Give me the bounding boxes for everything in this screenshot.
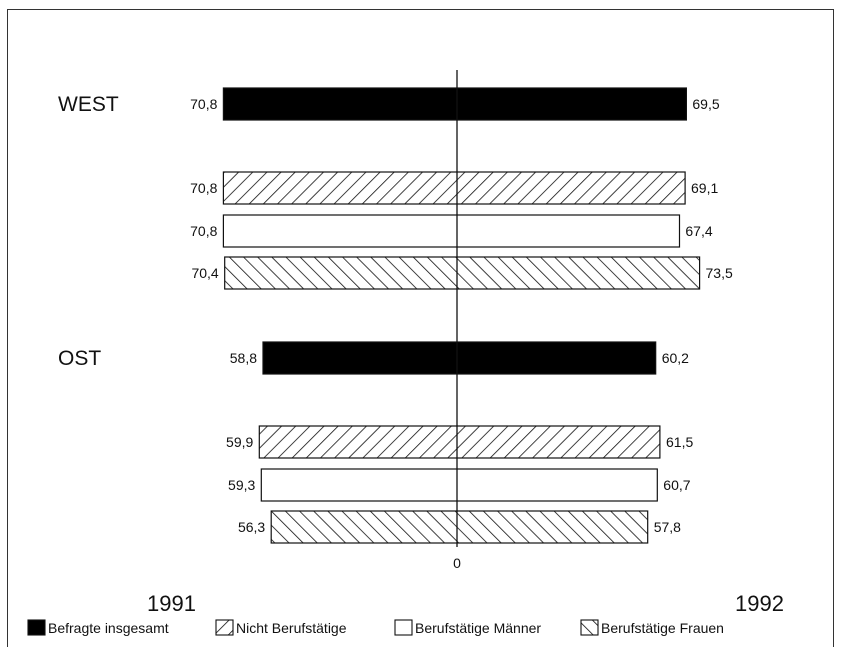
value-label-1992: 60,7 [663,477,690,493]
year-right-label: 1992 [735,591,784,616]
legend-label-1: Nicht Berufstätige [236,620,347,636]
legend-label-0: Befragte insgesamt [48,620,169,636]
legend-swatch-0 [27,619,46,636]
value-label-1992: 57,8 [654,519,681,535]
value-label-1991: 59,9 [226,434,253,450]
bar-ost-0 [262,341,657,375]
chart-frame [7,9,834,647]
value-label-1991: 70,8 [190,180,217,196]
legend-swatch-1 [215,619,234,636]
value-label-1991: 70,4 [191,265,218,281]
legend-swatch-3 [580,619,599,636]
bar-west-1 [222,171,686,205]
legend-label-3: Berufstätige Frauen [601,620,724,636]
bar-ost-2 [260,468,658,502]
value-label-1991: 70,8 [190,96,217,112]
value-label-1992: 69,5 [692,96,719,112]
value-label-1992: 69,1 [691,180,718,196]
value-label-1992: 60,2 [662,350,689,366]
labels-layer: WEST 70,8 69,5 70,8 69,1 70,8 67,4 70,4 73,5 OST 5… [58,93,733,535]
legend: Befragte insgesamt Nicht Berufstätige Beru… [27,619,724,636]
bar-west-0 [222,87,687,121]
bar-west-2 [222,214,681,248]
group-label-west: WEST [58,93,119,116]
value-label-1991: 56,3 [238,519,265,535]
bars-layer [222,87,701,544]
value-label-1991: 59,3 [228,477,255,493]
bar-ost-1 [258,425,661,459]
value-label-1992: 67,4 [685,223,712,239]
center-tick-label: 0 [453,555,461,571]
legend-label-2: Berufstätige Männer [415,620,541,636]
group-label-ost: OST [58,347,101,370]
legend-swatch-2 [394,619,413,636]
value-label-1991: 58,8 [230,350,257,366]
bar-west-3 [224,256,701,290]
bar-ost-3 [270,510,649,544]
year-left-label: 1991 [147,591,196,616]
value-label-1991: 70,8 [190,223,217,239]
value-label-1992: 73,5 [706,265,733,281]
value-label-1992: 61,5 [666,434,693,450]
